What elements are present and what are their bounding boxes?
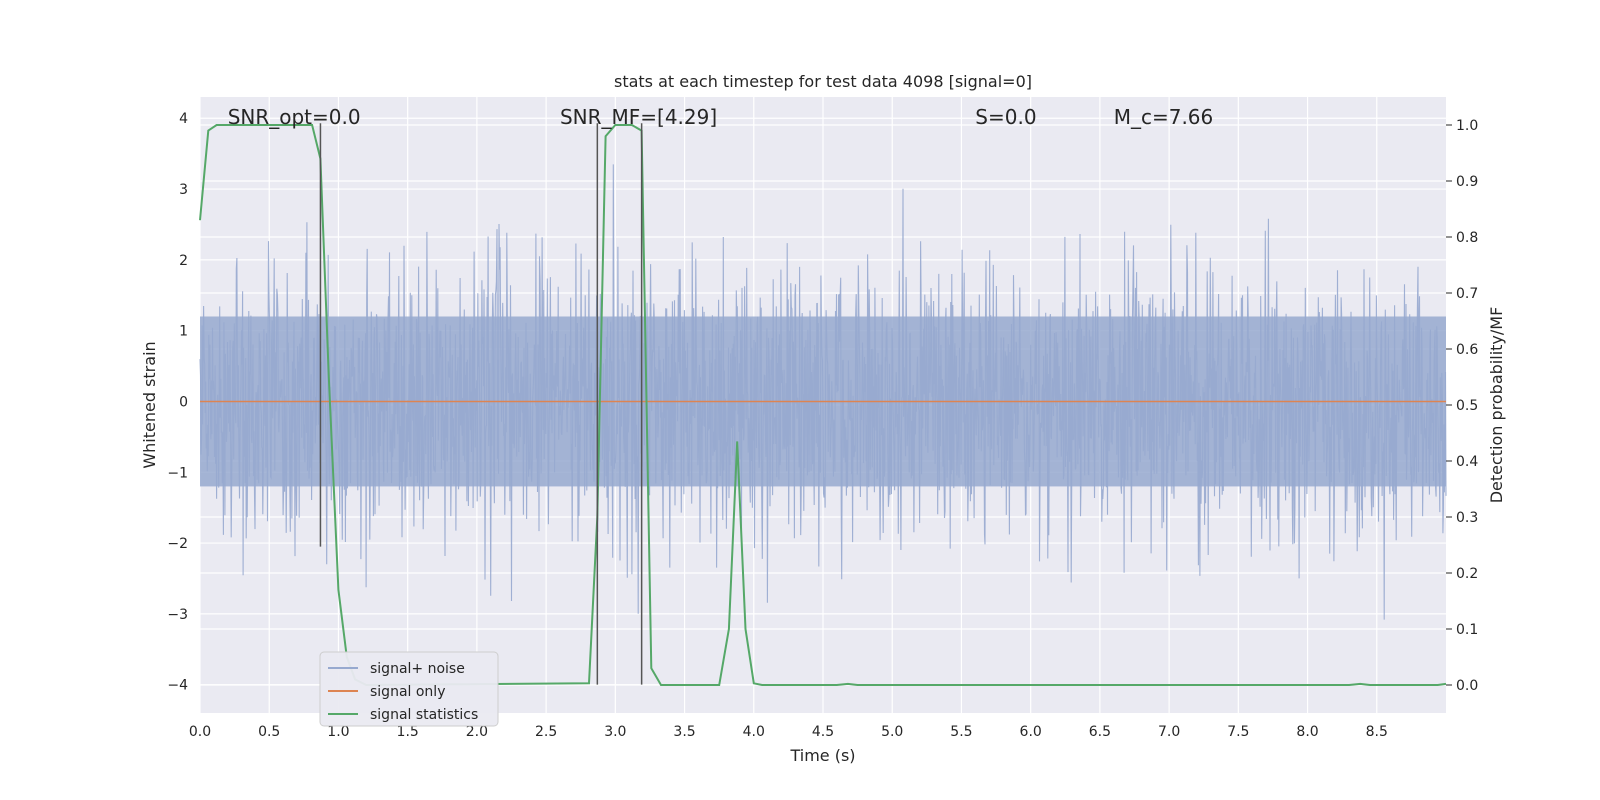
y2-tick-label: 0.8 — [1456, 230, 1478, 246]
y-tick-label: 2 — [179, 253, 188, 269]
y2-tick-label: 0.2 — [1456, 566, 1478, 582]
y-axis-label: Whitened strain — [140, 341, 159, 468]
x-tick-label: 5.0 — [881, 724, 903, 740]
x-tick-label: 4.0 — [743, 724, 765, 740]
y-tick-label: 1 — [179, 324, 188, 340]
x-tick-label: 7.5 — [1227, 724, 1249, 740]
y-tick-label: −1 — [167, 465, 188, 481]
y2-tick-label: 0.9 — [1456, 174, 1478, 190]
y-tick-label: 3 — [179, 182, 188, 198]
y2-axis-label: Detection probability/MF — [1487, 307, 1506, 504]
x-tick-label: 0.5 — [258, 724, 280, 740]
y2-tick-label: 0.4 — [1456, 454, 1478, 470]
annotation: S=0.0 — [975, 105, 1036, 129]
x-tick-label: 3.0 — [604, 724, 626, 740]
signal-statistics-series — [199, 124, 1447, 687]
vertical-markers — [319, 123, 643, 685]
x-tick-label: 6.0 — [1020, 724, 1042, 740]
annotation: SNR_MF=[4.29] — [560, 105, 717, 129]
y2-axis-ticks: 0.0 0.1 0.2 0.3 0.4 0.5 0.6 0.7 0.8 0.9 1.0 — [1446, 118, 1478, 694]
y2-tick-label: 0.6 — [1456, 342, 1478, 358]
y-tick-label: −2 — [167, 536, 188, 552]
y2-tick-label: 0.1 — [1456, 622, 1478, 638]
x-tick-label: 7.0 — [1158, 724, 1180, 740]
x-tick-label: 1.5 — [397, 724, 419, 740]
legend-label: signal only — [370, 684, 445, 700]
legend-box — [319, 651, 499, 727]
legend: signal+ noise signal only signal statistic… — [319, 651, 499, 727]
x-tick-label: 3.5 — [673, 724, 695, 740]
legend-label: signal+ noise — [370, 661, 465, 677]
annotations: SNR_opt=0.0 SNR_MF=[4.29] S=0.0 M_c=7.66 — [228, 105, 1214, 129]
x-tick-label: 0.0 — [189, 724, 211, 740]
x-tick-label: 8.0 — [1296, 724, 1318, 740]
x-tick-label: 8.5 — [1366, 724, 1388, 740]
x-tick-label: 4.5 — [812, 724, 834, 740]
y2-tick-label: 1.0 — [1456, 118, 1478, 134]
x-tick-label: 5.5 — [950, 724, 972, 740]
annotation: M_c=7.66 — [1114, 105, 1214, 129]
signal-statistics-line — [199, 124, 1447, 687]
x-tick-label: 2.0 — [466, 724, 488, 740]
x-axis-ticks: 0.0 0.5 1.0 1.5 2.0 2.5 3.0 3.5 4.0 4.5 5.0 5.5 6.0 6… — [189, 724, 1388, 740]
y-tick-label: −4 — [167, 678, 188, 694]
y-tick-label: 4 — [179, 111, 188, 127]
y2-tick-label: 0.0 — [1456, 678, 1478, 694]
x-tick-label: 2.5 — [535, 724, 557, 740]
y-axis-ticks: −4 −3 −2 −1 0 1 2 3 4 — [167, 111, 188, 693]
annotation: SNR_opt=0.0 — [228, 105, 361, 129]
x-tick-label: 6.5 — [1089, 724, 1111, 740]
x-axis-label: Time (s) — [789, 746, 855, 765]
y2-tick-label: 0.7 — [1456, 286, 1478, 302]
legend-label: signal statistics — [370, 707, 478, 723]
chart-title: stats at each timestep for test data 409… — [614, 72, 1032, 91]
y-tick-label: −3 — [167, 607, 188, 623]
y-tick-label: 0 — [179, 394, 188, 410]
y2-tick-label: 0.5 — [1456, 398, 1478, 414]
x-tick-label: 1.0 — [327, 724, 349, 740]
y2-tick-label: 0.3 — [1456, 510, 1478, 526]
